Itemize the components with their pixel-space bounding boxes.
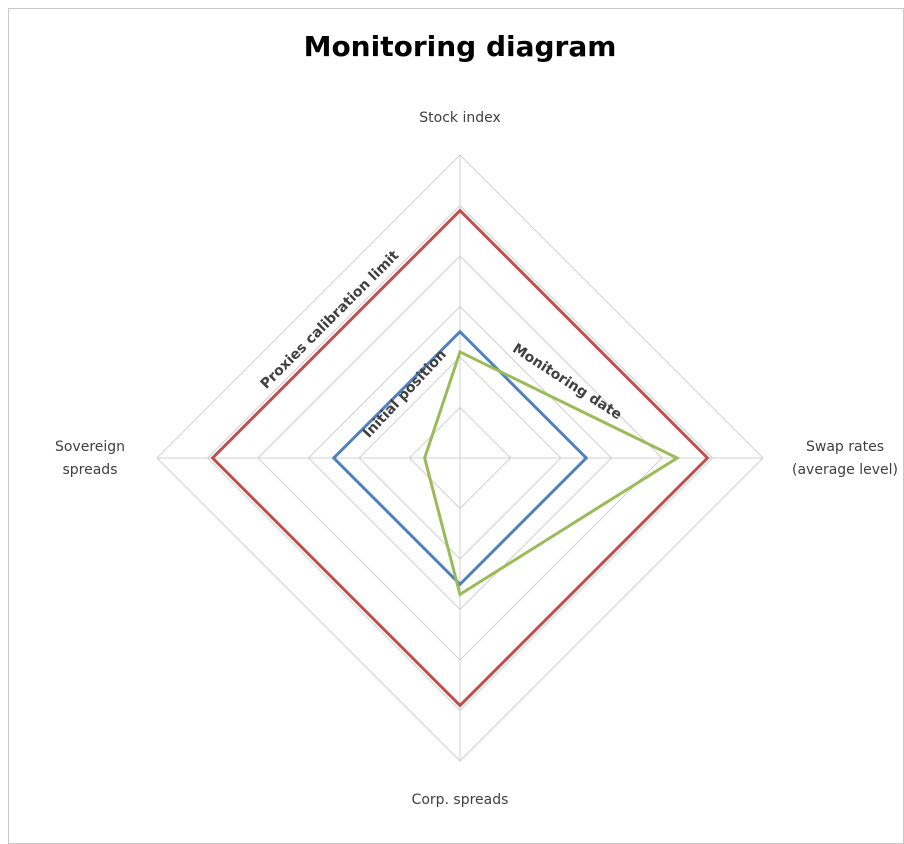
category-label: Corp. spreads bbox=[412, 792, 509, 808]
series-polygon bbox=[423, 349, 681, 597]
category-label-line: Swap rates bbox=[806, 439, 884, 455]
chart-title: Monitoring diagram bbox=[304, 30, 617, 63]
chart-frame bbox=[8, 8, 904, 844]
category-label: Stock index bbox=[419, 110, 501, 126]
category-label-line: (average level) bbox=[792, 462, 898, 478]
category-label-line: spreads bbox=[62, 462, 117, 478]
category-label: Swap rates (average level) bbox=[792, 439, 898, 478]
series-polygon bbox=[210, 208, 710, 708]
series-polygon bbox=[331, 329, 589, 587]
category-label-line: Sovereign bbox=[55, 439, 125, 455]
category-label: Sovereign spreads bbox=[55, 439, 125, 478]
